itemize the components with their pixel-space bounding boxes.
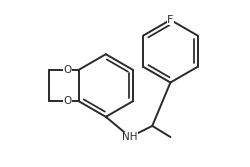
Text: F: F <box>167 15 174 25</box>
Text: O: O <box>63 65 72 75</box>
Text: NH: NH <box>122 132 138 142</box>
Text: O: O <box>63 96 72 106</box>
